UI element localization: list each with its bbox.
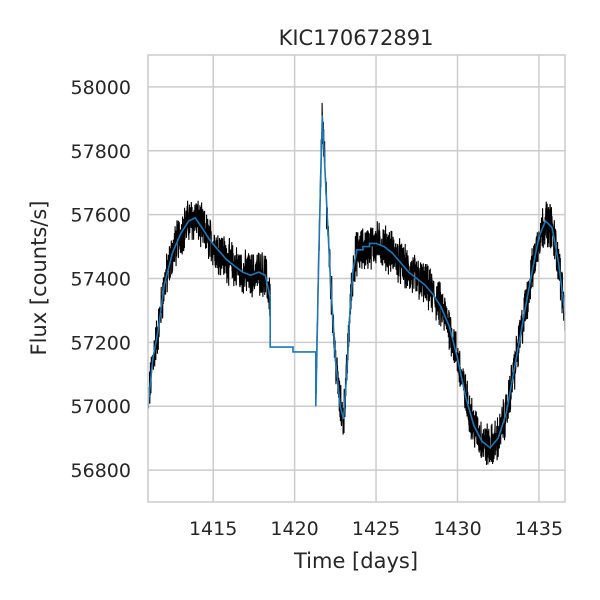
raw-flux-line [147,200,271,409]
y-axis-label: Flux [counts/s] [27,201,51,356]
plot-frame [147,54,566,503]
x-axis-ticks: 1415 1420 1425 1430 1435 [189,518,563,540]
y-tick-label: 58000 [71,77,131,99]
smoothed-flux-series [147,115,566,449]
x-tick-label: 1435 [515,518,563,540]
y-tick-label: 56800 [71,460,131,482]
x-tick-label: 1415 [189,518,237,540]
x-axis-label: Time [days] [293,549,418,573]
x-tick-label: 1425 [352,518,400,540]
chart-title: KIC170672891 [279,26,434,50]
smoothed-flux-line [147,115,566,449]
grid [148,55,565,502]
x-tick-label: 1420 [270,518,318,540]
x-tick-label: 1430 [433,518,481,540]
y-axis-ticks: 56800 57000 57200 57400 57600 57800 58000 [71,77,131,482]
y-tick-label: 57200 [71,332,131,354]
y-tick-label: 57800 [71,141,131,163]
y-tick-label: 57600 [71,205,131,227]
y-tick-label: 57000 [71,396,131,418]
y-tick-label: 57400 [71,269,131,291]
